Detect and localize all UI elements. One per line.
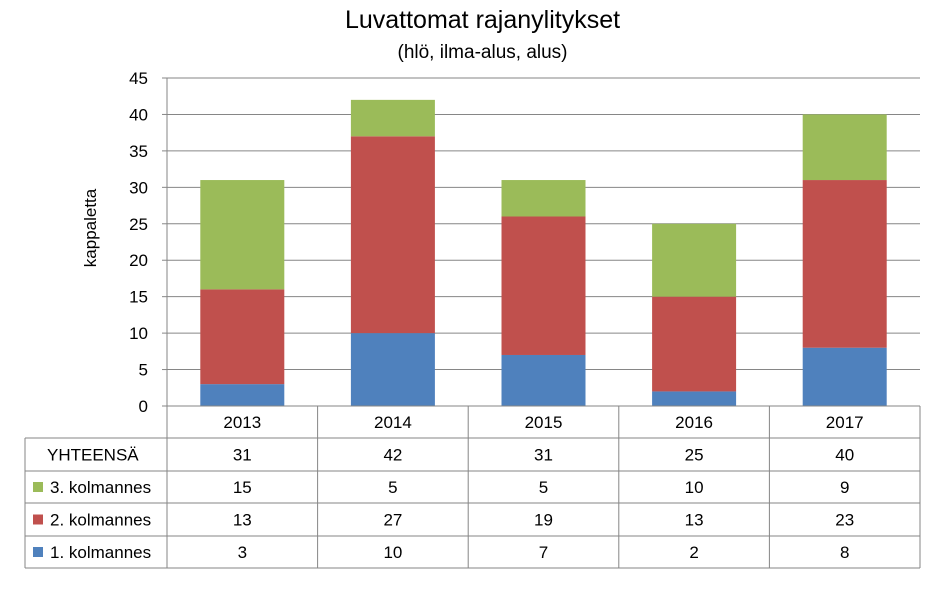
legend-label: 3. kolmannes — [50, 478, 151, 497]
table-cell-value: 10 — [383, 543, 402, 562]
table-cell-value: 8 — [840, 543, 849, 562]
bar-segment — [501, 180, 586, 217]
y-tick-label: 10 — [129, 324, 148, 343]
bar-segment — [350, 99, 435, 137]
y-tick-label: 25 — [129, 215, 148, 234]
y-axis-label: kappaletta — [81, 188, 100, 267]
bar-segment — [652, 296, 737, 392]
legend-key — [33, 482, 43, 492]
bar-segment — [200, 289, 285, 385]
legend-key — [33, 547, 43, 557]
table-cell-value: 25 — [685, 446, 704, 465]
table-cell-value: 15 — [233, 478, 252, 497]
bar-segment — [200, 180, 285, 290]
table-cell-value: 9 — [840, 478, 849, 497]
bar-segment — [802, 180, 887, 348]
table-cell-value: 7 — [539, 543, 548, 562]
table-cell-value: 13 — [233, 511, 252, 530]
table-cell-value: 23 — [835, 511, 854, 530]
table-cell-value: 40 — [835, 446, 854, 465]
table-cell-value: 10 — [685, 478, 704, 497]
table-cell-value: 31 — [233, 446, 252, 465]
bar-segment — [200, 384, 285, 406]
table-cell-value: 5 — [539, 478, 548, 497]
table-cell-value: 31 — [534, 446, 553, 465]
legend-label: 1. kolmannes — [50, 543, 151, 562]
y-tick-label: 40 — [129, 105, 148, 124]
bar-segment — [501, 354, 586, 406]
x-category-label: 2014 — [374, 413, 412, 432]
table-cell-value: 19 — [534, 511, 553, 530]
bar-segment — [350, 136, 435, 334]
bar-segment — [350, 333, 435, 406]
legend-key — [33, 514, 43, 525]
x-category-label: 2016 — [675, 413, 713, 432]
y-tick-label: 20 — [129, 251, 148, 270]
y-tick-label: 30 — [129, 178, 148, 197]
x-category-label: 2017 — [826, 413, 864, 432]
totals-row-label: YHTEENSÄ — [47, 446, 139, 465]
table-cell-value: 5 — [388, 478, 397, 497]
x-category-label: 2013 — [223, 413, 261, 432]
bar-segment — [802, 347, 887, 406]
legend-label: 2. kolmannes — [50, 511, 151, 530]
table-cell-value: 42 — [383, 446, 402, 465]
y-tick-label: 45 — [129, 69, 148, 88]
table-cell-value: 2 — [689, 543, 698, 562]
chart-title: Luvattomat rajanylitykset — [344, 6, 621, 34]
y-tick-label: 35 — [129, 142, 148, 161]
x-category-label: 2015 — [525, 413, 563, 432]
table-cell-value: 3 — [238, 543, 247, 562]
bar-segment — [501, 216, 586, 355]
bar-segment — [652, 391, 737, 406]
table-cell-value: 13 — [685, 511, 704, 530]
bar-segment — [652, 223, 737, 297]
bar-segment — [802, 114, 887, 181]
y-tick-label: 5 — [139, 361, 148, 380]
table-cell-value: 27 — [383, 511, 402, 530]
y-tick-label: 0 — [139, 397, 148, 416]
chart-subtitle: (hlö, ilma-alus, alus) — [397, 42, 568, 63]
y-tick-label: 15 — [129, 288, 148, 307]
